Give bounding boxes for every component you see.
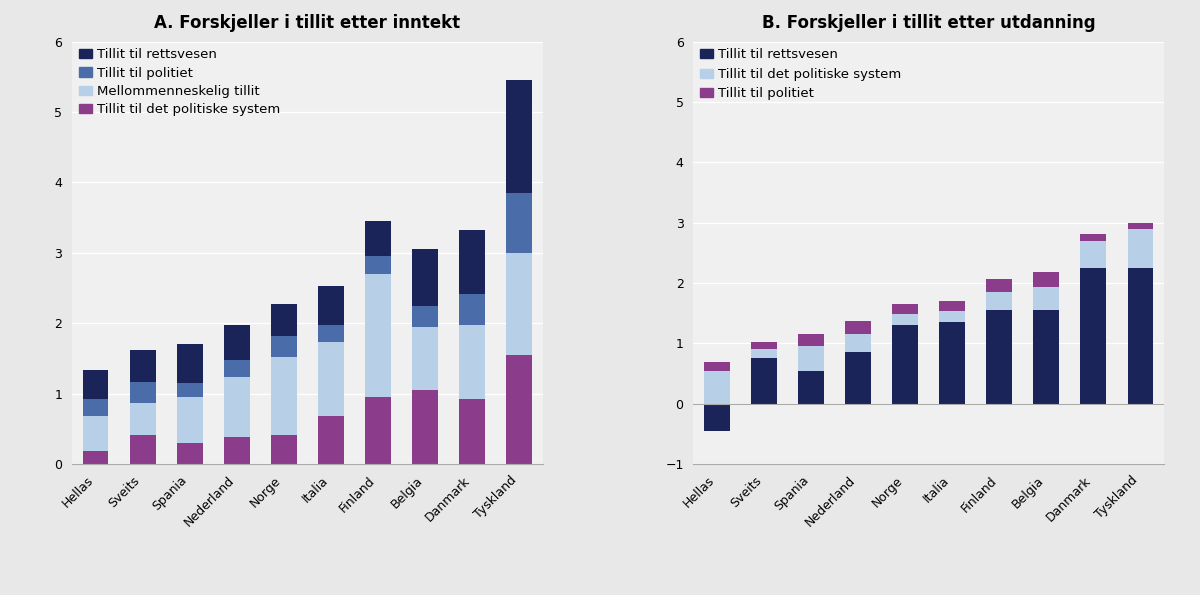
Bar — [271, 304, 296, 336]
Bar — [130, 382, 156, 403]
Bar — [1128, 228, 1153, 268]
Bar — [318, 325, 344, 342]
Bar — [798, 346, 824, 371]
Bar — [506, 355, 532, 464]
Bar — [940, 311, 965, 322]
Bar — [845, 334, 871, 352]
Title: A. Forskjeller i tillit etter inntekt: A. Forskjeller i tillit etter inntekt — [155, 14, 461, 32]
Bar — [130, 434, 156, 464]
Bar — [318, 286, 344, 325]
Bar — [460, 294, 485, 325]
Bar — [506, 80, 532, 193]
Bar — [751, 349, 776, 358]
Bar — [986, 279, 1013, 292]
Bar — [83, 371, 108, 399]
Bar — [271, 434, 296, 464]
Bar — [412, 306, 438, 327]
Bar — [892, 303, 918, 314]
Bar — [223, 377, 250, 437]
Bar — [365, 221, 391, 256]
Bar — [1080, 268, 1106, 404]
Bar — [412, 249, 438, 306]
Legend: Tillit til rettsvesen, Tillit til det politiske system, Tillit til politiet: Tillit til rettsvesen, Tillit til det po… — [700, 48, 901, 101]
Bar — [704, 371, 730, 404]
Bar — [318, 342, 344, 416]
Title: B. Forskjeller i tillit etter utdanning: B. Forskjeller i tillit etter utdanning — [762, 14, 1096, 32]
Bar — [1033, 287, 1060, 310]
Bar — [223, 437, 250, 464]
Bar — [365, 256, 391, 274]
Bar — [940, 300, 965, 311]
Bar — [1080, 234, 1106, 241]
Bar — [176, 345, 203, 383]
Bar — [176, 383, 203, 397]
Bar — [1128, 223, 1153, 228]
Bar — [365, 274, 391, 397]
Legend: Tillit til rettsvesen, Tillit til politiet, Mellommenneskelig tillit, Tillit til: Tillit til rettsvesen, Tillit til politi… — [78, 48, 281, 116]
Bar — [271, 336, 296, 357]
Bar — [1128, 268, 1153, 404]
Bar — [986, 310, 1013, 404]
Bar — [704, 362, 730, 371]
Bar — [1080, 241, 1106, 268]
Bar — [506, 253, 532, 355]
Bar — [365, 397, 391, 464]
Bar — [176, 397, 203, 443]
Bar — [460, 399, 485, 464]
Bar — [412, 390, 438, 464]
Bar — [845, 352, 871, 404]
Bar — [130, 403, 156, 434]
Bar — [83, 416, 108, 452]
Bar — [271, 357, 296, 434]
Bar — [892, 314, 918, 325]
Bar — [130, 350, 156, 382]
Bar — [1033, 272, 1060, 287]
Bar — [986, 292, 1013, 310]
Bar — [751, 358, 776, 404]
Bar — [506, 193, 532, 253]
Bar — [704, 404, 730, 431]
Bar — [798, 371, 824, 404]
Bar — [798, 334, 824, 346]
Bar — [412, 327, 438, 390]
Bar — [83, 452, 108, 464]
Bar — [176, 443, 203, 464]
Bar — [223, 325, 250, 360]
Bar — [223, 360, 250, 377]
Bar — [1033, 310, 1060, 404]
Bar — [460, 325, 485, 399]
Bar — [892, 325, 918, 404]
Bar — [940, 322, 965, 404]
Bar — [83, 399, 108, 416]
Bar — [318, 416, 344, 464]
Bar — [751, 342, 776, 349]
Bar — [845, 321, 871, 334]
Bar — [460, 230, 485, 294]
